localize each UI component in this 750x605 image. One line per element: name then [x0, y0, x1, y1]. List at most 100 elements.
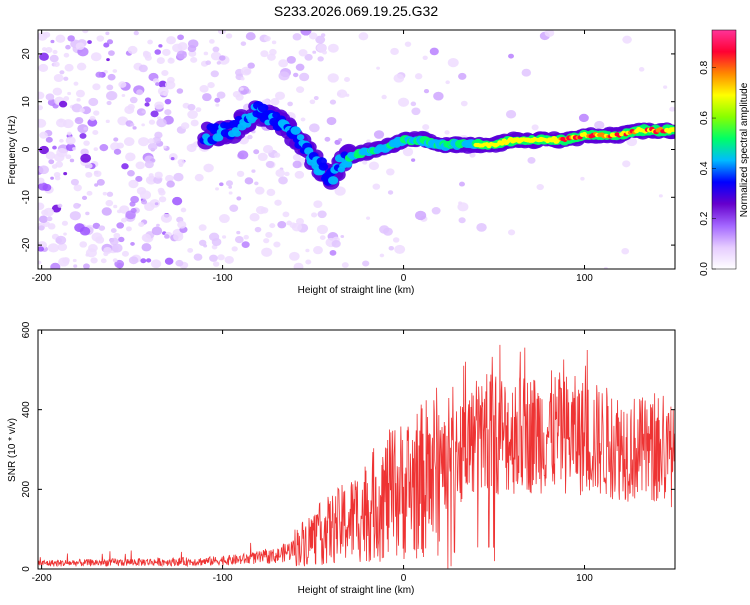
- spectrogram-blob: [257, 152, 268, 162]
- spectrogram-blob: [88, 97, 99, 107]
- spectrogram-blob: [151, 226, 163, 236]
- spectrogram-blob: [507, 229, 516, 236]
- spectrogram-blob: [336, 89, 348, 98]
- spectrogram-blob: [373, 130, 385, 139]
- spectrogram-blob: [270, 98, 280, 106]
- spectrogram-blob: [156, 118, 167, 128]
- spectrogram-blob: [66, 131, 72, 136]
- spectrogram-blobs: [38, 30, 675, 269]
- spectrogram-blob: [300, 30, 312, 36]
- spectrogram-blob: [39, 145, 49, 155]
- x-tick-label: -100: [213, 573, 233, 584]
- spectrogram-blob: [209, 232, 220, 242]
- spectrogram-blob: [127, 45, 138, 55]
- spectrogram-blob: [187, 103, 196, 111]
- spectrogram-blob: [132, 126, 137, 130]
- spectrogram-blob: [638, 67, 645, 72]
- spectrogram-blob: [81, 106, 92, 115]
- spectrogram-blob: [158, 189, 166, 196]
- spectrogram-blob: [63, 232, 67, 236]
- spectrogram-blob: [387, 190, 394, 195]
- spectrogram-blob: [144, 102, 150, 107]
- spectrogram-blob: [241, 241, 250, 248]
- spectrogram-blob: [254, 186, 265, 195]
- spectrogram-blob: [236, 196, 242, 201]
- spectrogram-blob: [65, 154, 72, 160]
- spectrogram-blob: [106, 84, 114, 91]
- spectrogram-blob: [244, 177, 254, 185]
- spectrogram-blob: [431, 206, 441, 215]
- spectrogram-blob: [45, 46, 53, 54]
- spectrogram-blob: [106, 100, 112, 106]
- spectrogram-blob: [38, 105, 43, 111]
- spectrogram-blob: [41, 47, 47, 52]
- spectrogram-blob: [386, 168, 395, 176]
- spectrogram-blob: [257, 103, 269, 113]
- spectrogram-blob: [165, 174, 174, 183]
- spectrogram-blob: [116, 262, 124, 269]
- spectrogram-blob: [190, 143, 196, 148]
- spectrogram-blob: [93, 110, 100, 116]
- spectrogram-blob: [46, 216, 53, 222]
- spectrogram-blob: [79, 226, 91, 236]
- spectrogram-blob: [282, 211, 290, 218]
- spectrogram-blob: [96, 178, 105, 186]
- spectrogram-blob: [118, 236, 125, 243]
- spectrogram-blob: [51, 164, 58, 169]
- spectrogram-blob: [308, 32, 318, 40]
- spectrogram-blob: [580, 176, 585, 181]
- spectrogram-y-ticks: -20 -10 0 10 20: [21, 48, 675, 252]
- spectrogram-blob: [358, 32, 369, 41]
- spectrogram-blob: [445, 80, 450, 85]
- colorbar-ticks: 0.0 0.2 0.4 0.6 0.8: [699, 60, 716, 276]
- spectrogram-blob: [47, 243, 60, 253]
- spectrogram-blob: [305, 248, 310, 253]
- spectrogram-blob: [85, 211, 90, 216]
- spectrogram-blob: [113, 232, 121, 239]
- spectrogram-blob: [239, 87, 244, 91]
- spectrogram-blob: [274, 91, 286, 100]
- spectrogram-blob: [215, 103, 220, 107]
- spectrogram-blob: [340, 235, 345, 239]
- spectrogram-blob: [469, 152, 476, 158]
- spectrogram-blob: [277, 221, 287, 229]
- spectrogram-blob: [141, 243, 152, 252]
- spectrogram-blob: [63, 76, 69, 81]
- spectrogram-blob: [177, 42, 188, 51]
- spectrogram-blob: [292, 33, 302, 41]
- spectrogram-blob: [98, 225, 106, 231]
- spectrogram-blob: [212, 261, 220, 267]
- y-tick-label: 10: [21, 96, 32, 108]
- spectrogram-blob: [45, 151, 56, 160]
- spectrogram-blob: [594, 120, 605, 130]
- spectrogram-blob: [393, 73, 405, 83]
- spectrogram-blob: [145, 175, 157, 185]
- spectrogram-blob: [187, 45, 197, 53]
- spectrogram-blob: [49, 54, 59, 63]
- spectrogram-blob: [459, 181, 465, 187]
- spectrogram-blob: [152, 78, 160, 84]
- spectrogram-blob: [75, 89, 85, 98]
- spectrogram-blob: [262, 145, 274, 154]
- spectrogram-blob: [112, 69, 118, 73]
- spectrogram-blob: [166, 180, 175, 188]
- spectrogram-blob: [72, 147, 77, 151]
- chart-title: S233.2026.069.19.25.G32: [274, 3, 438, 19]
- spectrogram-blob: [308, 123, 320, 133]
- spectrogram-blob: [136, 89, 144, 96]
- spectrogram-blob: [92, 222, 101, 229]
- y-tick-label: 0: [21, 146, 32, 152]
- spectrogram-blob: [411, 158, 416, 162]
- spectrogram-blob: [139, 190, 152, 200]
- spectrogram-blob: [205, 60, 212, 66]
- spectrogram-blob: [298, 49, 308, 57]
- snr-series-group: [38, 344, 675, 569]
- spectrogram-blob: [295, 63, 305, 71]
- spectrogram-blob: [38, 63, 49, 72]
- spectrogram-blob: [243, 234, 249, 240]
- spectrogram-blob: [284, 171, 290, 177]
- spectrogram-blob: [141, 199, 148, 205]
- spectrogram-blob: [160, 213, 172, 223]
- spectrogram-blob: [123, 137, 135, 146]
- spectrogram-blob: [86, 190, 93, 196]
